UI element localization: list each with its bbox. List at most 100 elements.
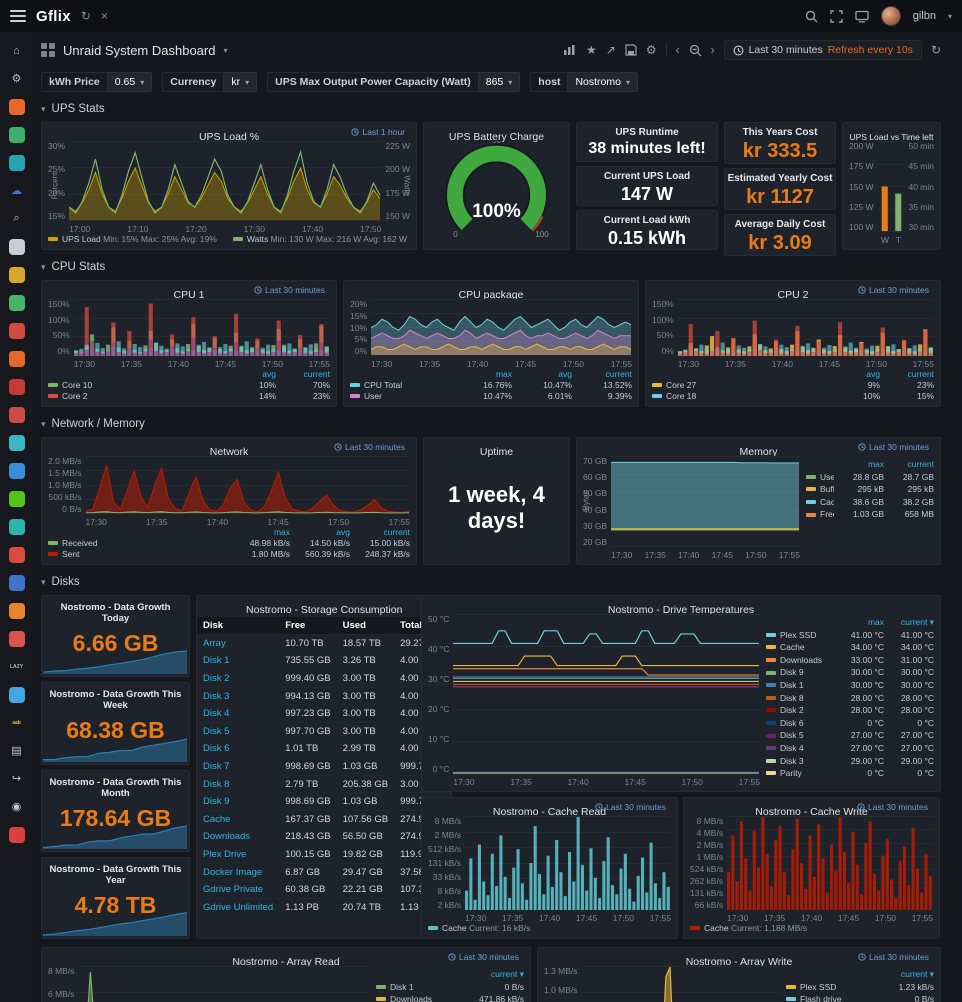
home-icon[interactable]: ⌂ xyxy=(13,44,20,57)
app-icon-organizr[interactable] xyxy=(8,238,25,255)
app-icon-synclounge[interactable] xyxy=(8,462,25,479)
var-host[interactable]: host Nostromo ▾ xyxy=(530,72,638,92)
panel-title[interactable]: Nostromo - Cache Write xyxy=(755,806,868,818)
cache-read-chart[interactable] xyxy=(465,816,672,910)
legend-item[interactable]: Disk 2 28.00 °C 28.00 °C xyxy=(766,704,934,717)
panel-title[interactable]: CPU 1 xyxy=(173,289,205,301)
panel-title[interactable]: Nostromo - Drive Temperatures xyxy=(607,604,755,616)
app-icon-ombi[interactable] xyxy=(8,378,25,395)
stat-title[interactable]: Current Load kWh xyxy=(603,215,691,226)
row-header-network-memory[interactable]: ▾ Network / Memory xyxy=(41,418,145,430)
app-icon-cloud[interactable]: ☁ xyxy=(11,185,22,197)
legend-item[interactable]: Core 18 10% 15% xyxy=(652,391,934,402)
legend-item[interactable]: Sent 1.80 MB/s 560.39 kB/s 248.37 kB/s xyxy=(48,549,410,560)
legend-sort-header[interactable]: avg xyxy=(262,369,276,379)
panel-title[interactable]: UPS Load % xyxy=(198,131,260,143)
panel-time-override[interactable]: Last 30 minutes xyxy=(448,952,519,962)
panel-title[interactable]: Uptime xyxy=(479,446,514,458)
stat-title[interactable]: Estimated Yearly Cost xyxy=(727,173,833,184)
legend-item[interactable]: Disk 5 27.00 °C 27.00 °C xyxy=(766,729,934,742)
legend-item[interactable]: Cache 34.00 °C 34.00 °C xyxy=(766,641,934,654)
legend-sort-header[interactable]: current ▾ xyxy=(490,969,524,979)
app-icon-bookstack[interactable]: ▤ xyxy=(11,745,22,757)
refresh-dashboard-icon[interactable]: ↻ xyxy=(930,43,941,57)
stat-title[interactable]: Nostromo - Data Growth This Month xyxy=(49,776,182,799)
panel-time-override[interactable]: Last 30 minutes xyxy=(595,802,666,812)
legend-sort-header[interactable]: current xyxy=(303,369,330,379)
legend-sort-header[interactable]: avg xyxy=(558,369,572,379)
legend-item[interactable]: UPS Load Min: 15% Max: 25% Avg: 19% xyxy=(48,234,217,245)
save-dashboard-icon[interactable] xyxy=(625,44,637,56)
panel-title[interactable]: CPU 2 xyxy=(777,289,809,301)
app-icon-radarr[interactable] xyxy=(8,294,25,311)
panel-time-override[interactable]: Last 30 minutes xyxy=(334,442,405,452)
tab-refresh-icon[interactable]: ↻ xyxy=(80,9,91,23)
app-icon-deluge[interactable] xyxy=(8,686,25,703)
legend-item[interactable]: Disk 9 30.00 °C 30.00 °C xyxy=(766,666,934,679)
legend-sort-header[interactable]: current xyxy=(907,369,934,379)
ups-load-chart[interactable] xyxy=(69,141,382,221)
panel-time-override[interactable]: Last 30 minutes xyxy=(858,442,929,452)
legend-item[interactable]: Downloads 33.00 °C 31.00 °C xyxy=(766,654,934,667)
cpu2-chart[interactable] xyxy=(677,299,934,356)
app-icon-jackett[interactable] xyxy=(8,602,25,619)
legend-item[interactable]: Downloads 471.86 kB/s xyxy=(376,993,524,1002)
array-write-chart[interactable] xyxy=(581,966,780,1002)
legend-sort-header[interactable]: current xyxy=(907,459,934,469)
panel-time-override[interactable]: Last 30 minutes xyxy=(858,285,929,295)
cache-write-chart[interactable] xyxy=(727,816,934,910)
legend-item[interactable]: Received 48.98 kB/s 14.50 kB/s 15.00 kB/s xyxy=(48,538,410,549)
drive-temps-chart[interactable] xyxy=(453,614,761,774)
refresh-interval-label[interactable]: Refresh every 10s xyxy=(827,44,913,56)
panel-title[interactable]: Nostromo - Array Read xyxy=(232,956,340,968)
panel-time-override[interactable]: Last 1 hour xyxy=(351,127,405,137)
panel-title[interactable]: Nostromo - Storage Consumption xyxy=(246,604,403,616)
legend-item[interactable]: Flash drive 0 B/s xyxy=(786,993,934,1002)
share-dashboard-icon[interactable]: ↗ xyxy=(605,43,616,57)
cpu-package-chart[interactable] xyxy=(371,299,633,356)
var-kwh-price[interactable]: kWh Price 0.65 ▾ xyxy=(41,72,153,92)
legend-item[interactable]: Cache Current: 1.188 MB/s xyxy=(690,923,807,934)
app-icon-lazylibrarian[interactable]: LAZY xyxy=(9,663,24,670)
legend-item[interactable]: Watts Min: 130 W Max: 216 W Avg: 162 W xyxy=(232,234,407,245)
app-icon-unraid[interactable] xyxy=(8,98,25,115)
legend-item[interactable]: Cache Current: 16 kB/s xyxy=(428,923,530,934)
dashboard-settings-icon[interactable]: ⚙ xyxy=(645,43,657,57)
dashboard-title[interactable]: Unraid System Dashboard xyxy=(63,42,216,58)
memory-chart[interactable] xyxy=(611,456,801,547)
legend-item[interactable]: Disk 1 30.00 °C 30.00 °C xyxy=(766,679,934,692)
legend-item[interactable]: Disk 3 29.00 °C 29.00 °C xyxy=(766,755,934,768)
legend-sort-header[interactable]: current xyxy=(605,369,632,379)
legend-item[interactable]: Plex SSD 41.00 °C 41.00 °C xyxy=(766,629,934,642)
legend-sort-header[interactable]: max xyxy=(495,369,512,379)
legend-item[interactable]: Disk 8 28.00 °C 28.00 °C xyxy=(766,692,934,705)
stat-title[interactable]: UPS Runtime xyxy=(615,127,679,138)
stat-title[interactable]: Nostromo - Data Growth This Week xyxy=(49,689,182,712)
legend-item[interactable]: Core 2 14% 23% xyxy=(48,391,330,402)
row-header-cpu-stats[interactable]: ▾ CPU Stats xyxy=(41,261,106,273)
legend-item[interactable]: Core 27 9% 23% xyxy=(652,380,934,391)
stat-title[interactable]: Average Daily Cost xyxy=(734,219,826,230)
legend-sort-header[interactable]: max xyxy=(273,527,290,537)
legend-item[interactable]: Parity 0 °C 0 °C xyxy=(766,767,934,780)
app-icon-github[interactable]: ◉ xyxy=(11,801,22,813)
panel-title[interactable]: Network xyxy=(209,446,249,458)
array-read-chart[interactable] xyxy=(78,966,371,1002)
app-icon-plex[interactable] xyxy=(8,546,25,563)
network-chart[interactable] xyxy=(85,456,410,514)
app-icon-photos[interactable] xyxy=(8,574,25,591)
zoom-out-icon[interactable] xyxy=(689,44,702,57)
app-icon-emby[interactable] xyxy=(8,126,25,143)
stat-title[interactable]: Current UPS Load xyxy=(603,171,691,182)
time-back-icon[interactable]: ‹ xyxy=(675,43,680,57)
tab-close-icon[interactable]: × xyxy=(100,9,108,23)
stat-title[interactable]: Nostromo - Data Growth This Year xyxy=(49,863,182,886)
panel-time-override[interactable]: Last 30 minutes xyxy=(858,952,929,962)
time-range-picker[interactable]: Last 30 minutes Refresh every 10s xyxy=(723,40,922,60)
table-column-header[interactable]: Free xyxy=(279,617,337,635)
app-icon-sonarr[interactable] xyxy=(8,322,25,339)
table-column-header[interactable]: Disk xyxy=(197,617,280,635)
panel-time-override[interactable]: Last 30 minutes xyxy=(254,285,325,295)
